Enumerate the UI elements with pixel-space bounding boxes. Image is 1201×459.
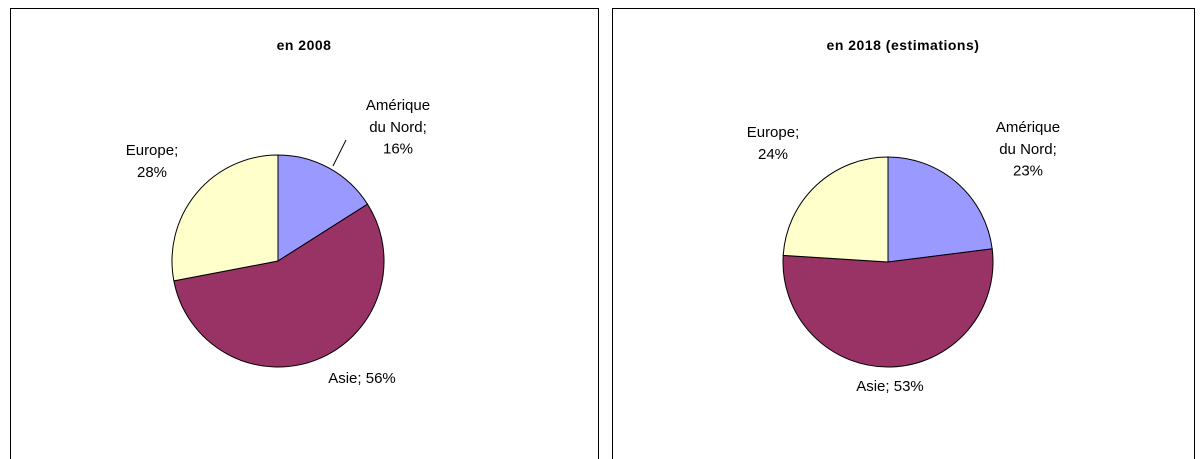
data-label: Amérique du Nord; 23% (996, 119, 1060, 180)
data-label: Europe; 28% (126, 142, 179, 181)
data-label: Asie; 56% (328, 370, 396, 387)
pie-slice (173, 203, 385, 368)
pie-slice (782, 248, 994, 368)
pie-slice (171, 154, 279, 282)
pie-slice (782, 156, 889, 263)
leader-line (332, 139, 347, 167)
data-label: Asie; 53% (856, 378, 924, 395)
data-label: Europe; 24% (747, 124, 800, 163)
pie-slice (277, 154, 369, 262)
data-label: Amérique du Nord; 16% (366, 97, 430, 158)
pie-slice (887, 156, 993, 263)
chart-title: en 2018 (estimations) (827, 37, 980, 53)
chart-title: en 2008 (277, 37, 332, 53)
